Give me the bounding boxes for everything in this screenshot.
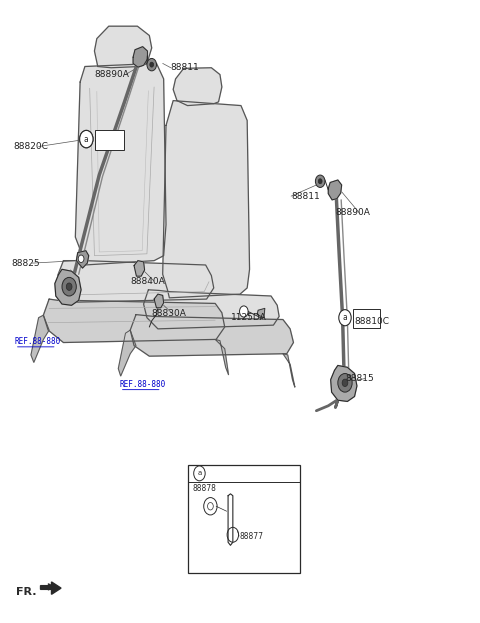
Circle shape	[338, 374, 352, 392]
Circle shape	[315, 175, 325, 188]
Text: 88890A: 88890A	[95, 70, 129, 79]
Text: 88890A: 88890A	[336, 208, 370, 217]
Bar	[353, 309, 380, 328]
Bar	[188, 465, 300, 573]
Polygon shape	[133, 47, 147, 67]
Text: 88820C: 88820C	[13, 142, 48, 151]
Circle shape	[80, 130, 93, 148]
Polygon shape	[95, 26, 152, 68]
Circle shape	[339, 310, 351, 326]
Text: 88811: 88811	[171, 64, 200, 72]
Circle shape	[78, 255, 84, 262]
Text: a: a	[84, 135, 89, 143]
Polygon shape	[118, 330, 136, 376]
Circle shape	[62, 277, 76, 296]
Polygon shape	[55, 269, 81, 305]
Polygon shape	[31, 315, 49, 363]
Polygon shape	[283, 354, 295, 387]
Circle shape	[194, 466, 205, 481]
Circle shape	[66, 283, 72, 290]
Bar	[95, 130, 123, 150]
Polygon shape	[134, 260, 144, 276]
Text: REF.88-880: REF.88-880	[15, 337, 61, 346]
Circle shape	[80, 130, 93, 148]
Polygon shape	[144, 290, 279, 329]
Polygon shape	[43, 299, 225, 343]
Circle shape	[318, 179, 322, 184]
Text: 88878: 88878	[192, 483, 216, 493]
Text: 88815: 88815	[345, 374, 374, 383]
Polygon shape	[331, 366, 357, 401]
Text: 88830A: 88830A	[152, 309, 187, 318]
Polygon shape	[76, 250, 89, 268]
Circle shape	[150, 62, 154, 67]
Text: REF.88-880: REF.88-880	[120, 379, 166, 389]
Text: a: a	[343, 313, 348, 322]
Circle shape	[240, 306, 248, 317]
Text: a: a	[197, 470, 202, 477]
Text: FR.: FR.	[16, 587, 36, 597]
Text: 88825: 88825	[11, 259, 39, 268]
Polygon shape	[58, 260, 214, 302]
Polygon shape	[328, 180, 342, 200]
Polygon shape	[163, 101, 250, 298]
Text: 88811: 88811	[291, 192, 320, 201]
Polygon shape	[40, 582, 61, 594]
Text: 88840A: 88840A	[130, 277, 165, 285]
Text: 88877: 88877	[239, 532, 263, 541]
Circle shape	[342, 379, 348, 386]
Polygon shape	[130, 315, 293, 356]
Polygon shape	[154, 294, 164, 308]
Polygon shape	[75, 64, 166, 265]
Polygon shape	[173, 68, 222, 105]
Text: 88810C: 88810C	[355, 317, 390, 326]
Circle shape	[147, 59, 156, 71]
Text: 1125DA: 1125DA	[230, 313, 266, 322]
Polygon shape	[257, 308, 265, 318]
Polygon shape	[215, 340, 228, 375]
